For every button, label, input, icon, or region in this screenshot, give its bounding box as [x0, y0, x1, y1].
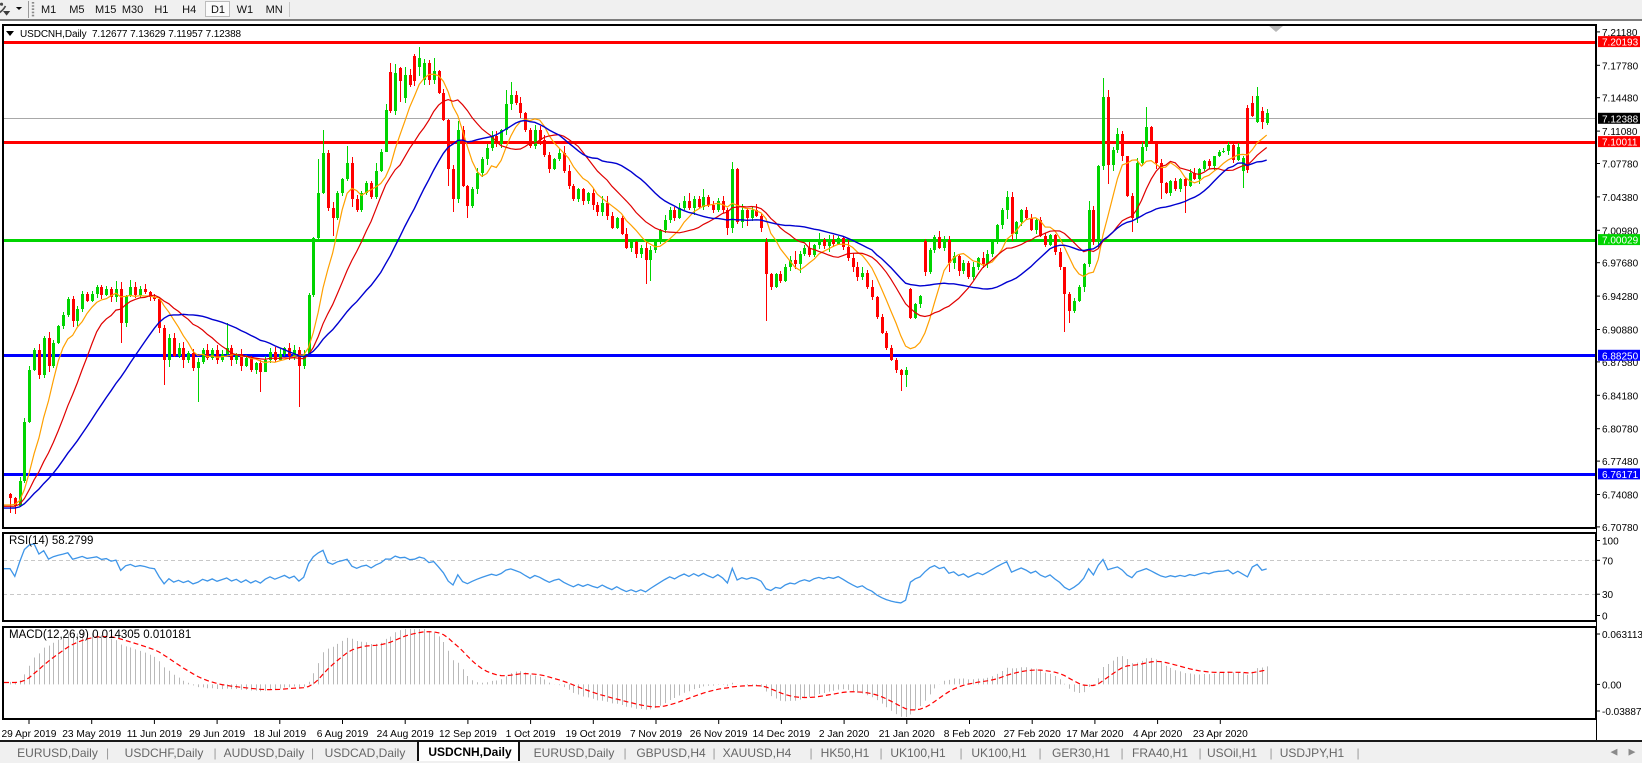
svg-text:7.20193: 7.20193 — [1602, 38, 1639, 49]
svg-text:7 Nov 2019: 7 Nov 2019 — [630, 729, 682, 740]
svg-text:6.76171: 6.76171 — [1602, 470, 1639, 481]
svg-text:6.84180: 6.84180 — [1602, 391, 1639, 402]
svg-text:0: 0 — [1602, 612, 1608, 623]
svg-text:29 Apr 2019: 29 Apr 2019 — [2, 729, 57, 740]
svg-text:7.21180: 7.21180 — [1602, 28, 1638, 39]
svg-text:0.00: 0.00 — [1602, 680, 1622, 691]
svg-text:6.77480: 6.77480 — [1602, 457, 1639, 468]
svg-text:29 Jun 2019: 29 Jun 2019 — [189, 729, 245, 740]
svg-text:18 Jul 2019: 18 Jul 2019 — [253, 729, 306, 740]
svg-text:7.12388: 7.12388 — [1602, 114, 1639, 125]
svg-text:7.00980: 7.00980 — [1602, 226, 1639, 237]
svg-text:6.94280: 6.94280 — [1602, 292, 1639, 303]
svg-text:27 Feb 2020: 27 Feb 2020 — [1004, 729, 1062, 740]
svg-text:12 Sep 2019: 12 Sep 2019 — [439, 729, 497, 740]
svg-text:7.04380: 7.04380 — [1602, 193, 1639, 204]
svg-text:1 Oct 2019: 1 Oct 2019 — [506, 729, 556, 740]
svg-text:7.14480: 7.14480 — [1602, 94, 1639, 105]
svg-text:7.11080: 7.11080 — [1602, 127, 1638, 138]
svg-text:21 Jan 2020: 21 Jan 2020 — [879, 729, 935, 740]
svg-text:6.87580: 6.87580 — [1602, 358, 1639, 369]
svg-text:24 Aug 2019: 24 Aug 2019 — [377, 729, 435, 740]
svg-text:2 Jan 2020: 2 Jan 2020 — [819, 729, 870, 740]
svg-text:7.07780: 7.07780 — [1602, 160, 1639, 171]
svg-text:6.70780: 6.70780 — [1602, 523, 1639, 534]
svg-text:70: 70 — [1602, 556, 1614, 567]
svg-text:100: 100 — [1602, 537, 1619, 548]
svg-text:19 Oct 2019: 19 Oct 2019 — [566, 729, 622, 740]
svg-text:6.74080: 6.74080 — [1602, 491, 1639, 502]
svg-text:6.97680: 6.97680 — [1602, 259, 1639, 270]
svg-text:7.17780: 7.17780 — [1602, 61, 1639, 72]
svg-text:30: 30 — [1602, 590, 1614, 601]
svg-text:USDCNH,Daily 7.12677 7.13629: USDCNH,Daily 7.12677 7.13629 7.11957 7.1… — [20, 29, 242, 40]
svg-text:6.90880: 6.90880 — [1602, 326, 1639, 337]
svg-text:7.00029: 7.00029 — [1602, 236, 1639, 247]
svg-text:RSI(14) 58.2799: RSI(14) 58.2799 — [9, 535, 93, 547]
svg-text:26 Nov 2019: 26 Nov 2019 — [690, 729, 748, 740]
svg-text:8 Feb 2020: 8 Feb 2020 — [944, 729, 996, 740]
svg-text:0.063113: 0.063113 — [1602, 630, 1642, 641]
svg-text:11 Jun 2019: 11 Jun 2019 — [127, 729, 183, 740]
svg-text:6.88250: 6.88250 — [1602, 351, 1639, 362]
svg-text:23 Apr 2020: 23 Apr 2020 — [1193, 729, 1248, 740]
svg-text:MACD(12,26,9) 0.014305 0.01018: MACD(12,26,9) 0.014305 0.010181 — [9, 629, 191, 641]
svg-text:17 Mar 2020: 17 Mar 2020 — [1066, 729, 1124, 740]
svg-text:4 Apr 2020: 4 Apr 2020 — [1133, 729, 1183, 740]
svg-text:7.10011: 7.10011 — [1602, 138, 1638, 149]
svg-text:6.80780: 6.80780 — [1602, 425, 1639, 436]
svg-text:23 May 2019: 23 May 2019 — [62, 729, 121, 740]
svg-text:6 Aug 2019: 6 Aug 2019 — [317, 729, 369, 740]
svg-text:14 Dec 2019: 14 Dec 2019 — [753, 729, 811, 740]
